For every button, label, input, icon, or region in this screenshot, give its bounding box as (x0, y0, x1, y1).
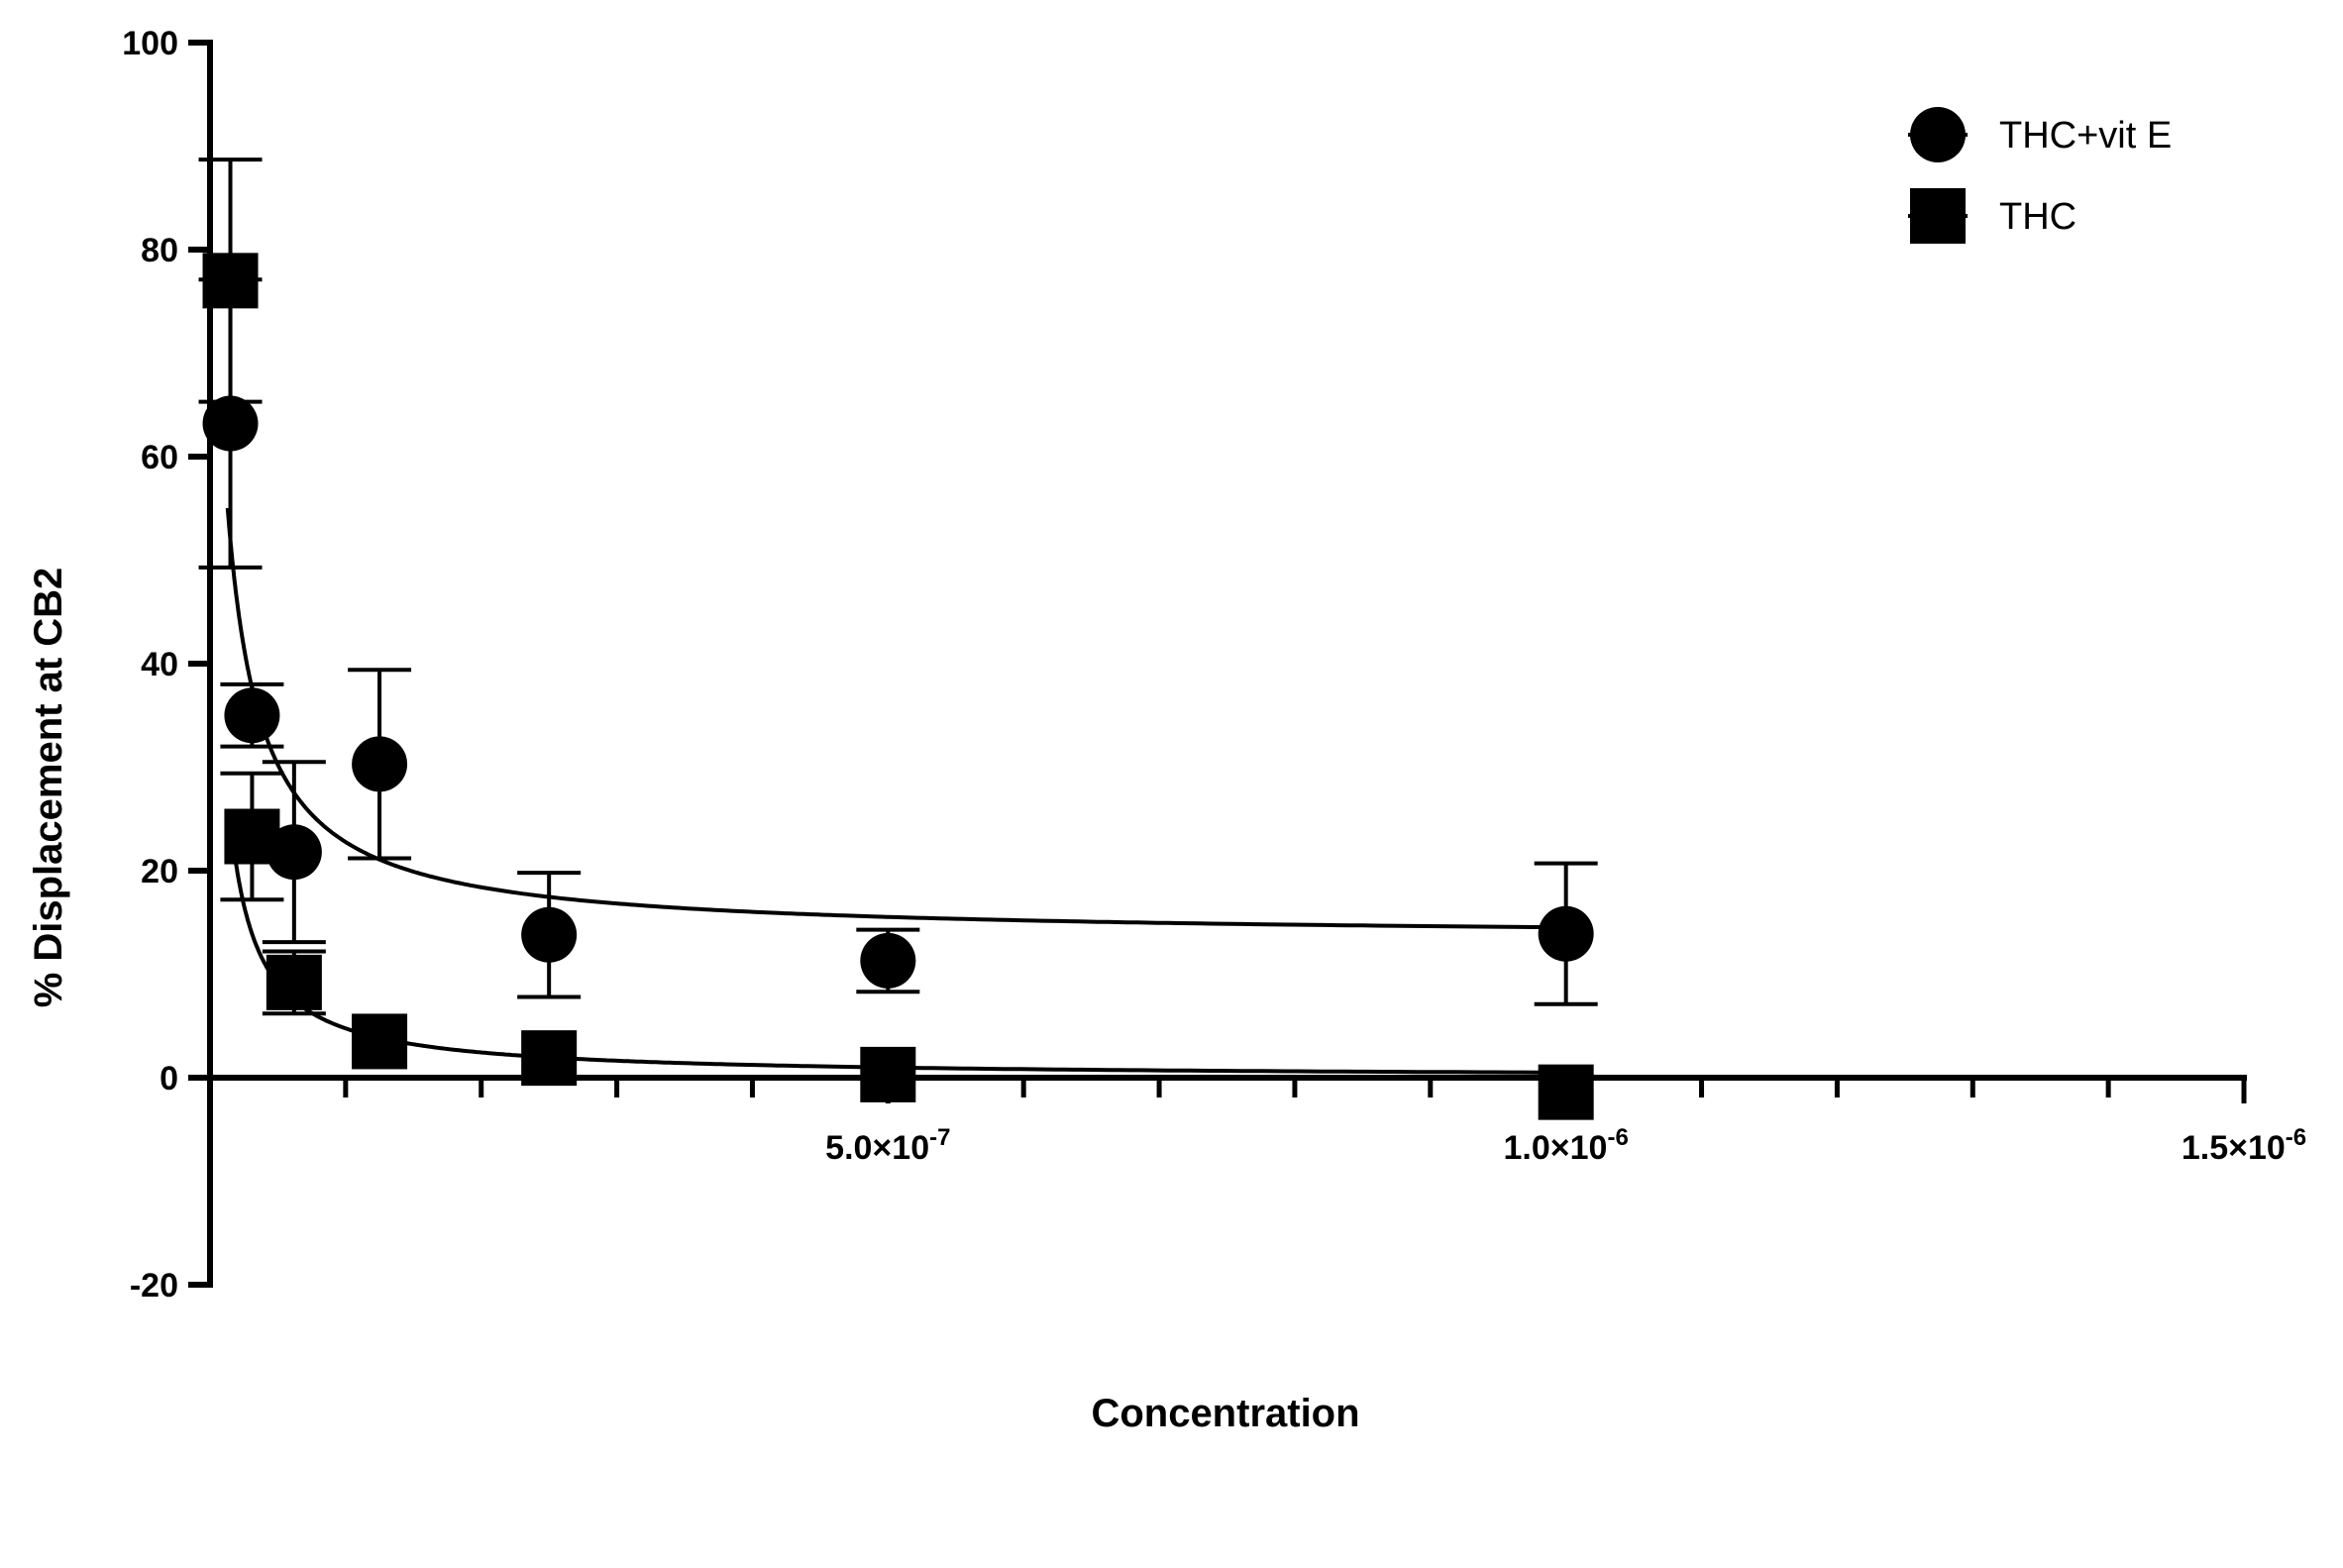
circle-point (1538, 905, 1594, 962)
y-axis-ticks: -20 0 20 40 60 80 100 (122, 25, 210, 1305)
legend-label: THC (1999, 196, 2077, 238)
square-point (1538, 1064, 1594, 1120)
y-axis-title: % Displacement at CB2 (27, 568, 70, 1008)
y-tick-label: 0 (160, 1060, 178, 1098)
legend-label: THC+vit E (1999, 115, 2172, 157)
circle-point (860, 932, 916, 989)
legend-square-marker (1910, 188, 1966, 244)
fit-curves (225, 507, 1566, 1075)
x-tick-label: 1.0×10-6 (1504, 1124, 1629, 1167)
y-tick-label: 80 (141, 232, 178, 269)
square-point (521, 1030, 578, 1087)
x-axis-ticks: 5.0×10-7 1.0×10-6 1.5×10-6 (343, 1078, 2306, 1167)
square-point (266, 954, 322, 1010)
circle-point (266, 824, 322, 881)
square-point (860, 1046, 916, 1102)
x-tick-label: 1.5×10-6 (2182, 1124, 2306, 1167)
square-point (352, 1013, 408, 1070)
error-bars (198, 157, 1598, 1016)
square-point (202, 253, 259, 309)
square-point (224, 808, 280, 865)
legend: THC+vit E THC (1908, 107, 2172, 244)
y-tick-label: 100 (122, 25, 178, 62)
y-tick-label: 40 (141, 646, 178, 683)
x-tick-label: 5.0×10-7 (825, 1124, 950, 1167)
circle-point (224, 687, 280, 744)
y-tick-label: 60 (141, 439, 178, 476)
fit-curve (225, 507, 1566, 930)
circle-point (202, 395, 259, 452)
x-axis-title: Concentration (1091, 1392, 1359, 1435)
circle-point (352, 736, 408, 792)
y-tick-label: -20 (130, 1267, 178, 1305)
legend-circle-marker (1910, 107, 1966, 162)
y-tick-label: 20 (141, 853, 178, 890)
circle-point (521, 906, 578, 963)
data-points (202, 253, 1594, 1120)
